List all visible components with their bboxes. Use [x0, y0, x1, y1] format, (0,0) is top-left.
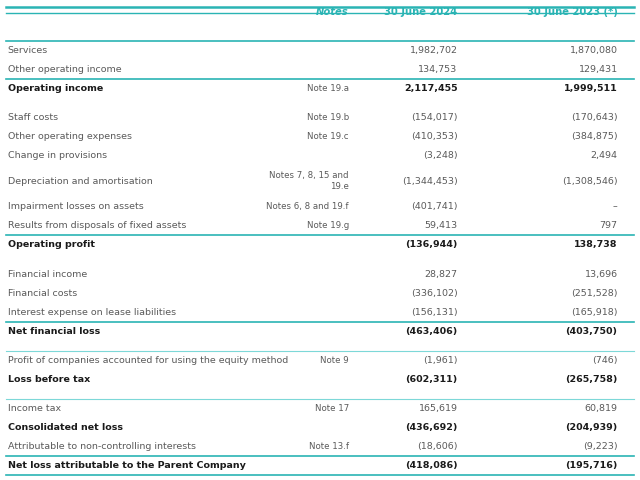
- Text: 129,431: 129,431: [579, 65, 618, 74]
- Text: Note 13.f: Note 13.f: [309, 442, 349, 451]
- Text: 1,870,080: 1,870,080: [570, 46, 618, 55]
- Text: Net financial loss: Net financial loss: [8, 326, 100, 336]
- Text: (154,017): (154,017): [411, 113, 458, 122]
- Text: –: –: [613, 202, 618, 211]
- Text: Note 17: Note 17: [314, 404, 349, 413]
- Text: (156,131): (156,131): [411, 308, 458, 317]
- Text: Notes 7, 8, 15 and
19.e: Notes 7, 8, 15 and 19.e: [269, 171, 349, 191]
- Text: Net loss attributable to the Parent Company: Net loss attributable to the Parent Comp…: [8, 461, 246, 470]
- Text: (602,311): (602,311): [405, 375, 458, 384]
- Text: 134,753: 134,753: [419, 65, 458, 74]
- Text: Financial costs: Financial costs: [8, 288, 77, 298]
- Text: Interest expense on lease liabilities: Interest expense on lease liabilities: [8, 308, 176, 317]
- Text: (18,606): (18,606): [417, 442, 458, 451]
- Text: (251,528): (251,528): [571, 288, 618, 298]
- Text: (170,643): (170,643): [571, 113, 618, 122]
- Text: (265,758): (265,758): [565, 375, 618, 384]
- Text: Attributable to non-controlling interests: Attributable to non-controlling interest…: [8, 442, 196, 451]
- Text: (9,223): (9,223): [583, 442, 618, 451]
- Text: (3,248): (3,248): [423, 151, 458, 160]
- Text: (1,308,546): (1,308,546): [562, 177, 618, 186]
- Text: 13,696: 13,696: [584, 270, 618, 278]
- Text: Operating income: Operating income: [8, 84, 103, 93]
- Text: Services: Services: [8, 46, 48, 55]
- Text: Change in provisions: Change in provisions: [8, 151, 107, 160]
- Text: 1,982,702: 1,982,702: [410, 46, 458, 55]
- Text: 59,413: 59,413: [424, 221, 458, 230]
- Text: Note 19.c: Note 19.c: [307, 132, 349, 141]
- Text: 165,619: 165,619: [419, 404, 458, 413]
- Text: (1,961): (1,961): [423, 356, 458, 365]
- Text: (384,875): (384,875): [571, 132, 618, 141]
- Text: Income tax: Income tax: [8, 404, 61, 413]
- Text: Results from disposals of fixed assets: Results from disposals of fixed assets: [8, 221, 186, 230]
- Text: Depreciation and amortisation: Depreciation and amortisation: [8, 177, 152, 186]
- Text: 30 June 2023 (*): 30 June 2023 (*): [527, 8, 618, 17]
- Text: 2,117,455: 2,117,455: [404, 84, 458, 93]
- Text: (204,939): (204,939): [565, 423, 618, 432]
- Text: (136,944): (136,944): [405, 240, 458, 249]
- Text: (436,692): (436,692): [405, 423, 458, 432]
- Text: 138,738: 138,738: [574, 240, 618, 249]
- Text: Loss before tax: Loss before tax: [8, 375, 90, 384]
- Text: (165,918): (165,918): [571, 308, 618, 317]
- Text: 30 June 2024: 30 June 2024: [385, 8, 458, 17]
- Text: Impairment losses on assets: Impairment losses on assets: [8, 202, 143, 211]
- Text: (403,750): (403,750): [566, 326, 618, 336]
- Text: (463,406): (463,406): [405, 326, 458, 336]
- Text: Other operating income: Other operating income: [8, 65, 122, 74]
- Text: Other operating expenses: Other operating expenses: [8, 132, 132, 141]
- Text: (1,344,453): (1,344,453): [402, 177, 458, 186]
- Text: Notes: Notes: [316, 8, 349, 17]
- Text: Profit of companies accounted for using the equity method: Profit of companies accounted for using …: [8, 356, 288, 365]
- Text: Note 19.a: Note 19.a: [307, 84, 349, 93]
- Text: 60,819: 60,819: [584, 404, 618, 413]
- Text: 1,999,511: 1,999,511: [564, 84, 618, 93]
- Text: Staff costs: Staff costs: [8, 113, 58, 122]
- Text: (401,741): (401,741): [411, 202, 458, 211]
- Text: 2,494: 2,494: [591, 151, 618, 160]
- Text: Consolidated net loss: Consolidated net loss: [8, 423, 123, 432]
- Text: (418,086): (418,086): [405, 461, 458, 470]
- Text: Note 9: Note 9: [320, 356, 349, 365]
- Text: (746): (746): [592, 356, 618, 365]
- Text: Financial income: Financial income: [8, 270, 87, 278]
- Text: Operating profit: Operating profit: [8, 240, 95, 249]
- Text: 797: 797: [600, 221, 618, 230]
- Text: Notes 6, 8 and 19.f: Notes 6, 8 and 19.f: [266, 202, 349, 211]
- Text: (336,102): (336,102): [411, 288, 458, 298]
- Text: (410,353): (410,353): [411, 132, 458, 141]
- Text: Note 19.g: Note 19.g: [307, 221, 349, 230]
- Text: (195,716): (195,716): [565, 461, 618, 470]
- Text: 28,827: 28,827: [424, 270, 458, 278]
- Text: Note 19.b: Note 19.b: [307, 113, 349, 122]
